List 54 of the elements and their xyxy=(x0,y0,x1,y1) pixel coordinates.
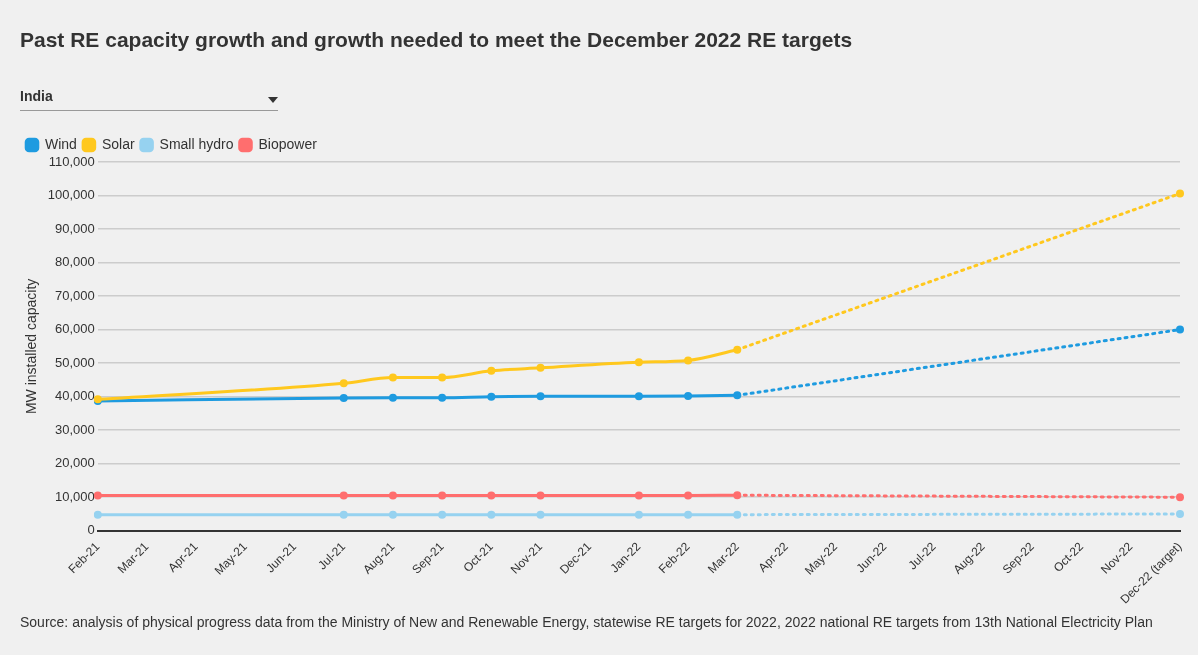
point xyxy=(438,373,447,382)
point xyxy=(634,510,643,519)
point xyxy=(684,491,693,500)
point xyxy=(487,491,496,500)
point xyxy=(1176,189,1184,198)
y-tick-label: 0 xyxy=(87,522,95,538)
point xyxy=(1176,510,1184,518)
legend-label: Small hydro xyxy=(159,135,234,152)
y-tick-label: 100,000 xyxy=(47,187,95,203)
point xyxy=(93,491,102,500)
y-axis-title: MW installed capacity xyxy=(23,278,40,415)
y-tick-label: 50,000 xyxy=(55,354,95,370)
point xyxy=(487,366,496,375)
point xyxy=(684,510,693,519)
point xyxy=(634,392,643,401)
y-tick-label: 90,000 xyxy=(55,220,95,236)
y-tick-label: 60,000 xyxy=(55,321,95,337)
point xyxy=(536,491,545,500)
source-note: Source: analysis of physical progress data from the Ministry of New and Renewable Energy, statewise RE targets for 2022, 2022 national RE targets from 13th National Electricity Plan xyxy=(20,613,1154,632)
chart-title: Past RE capacity growth and growth needed to meet the December 2022 RE targets xyxy=(20,28,853,52)
point xyxy=(339,491,348,500)
point xyxy=(684,391,693,400)
point xyxy=(388,510,397,519)
point xyxy=(634,358,643,367)
legend-label: Wind xyxy=(45,135,77,152)
point xyxy=(487,392,496,401)
legend-label: Biopower xyxy=(258,135,318,152)
point xyxy=(388,373,397,382)
y-tick-label: 40,000 xyxy=(55,388,95,404)
point xyxy=(1176,493,1184,502)
y-tick-label: 30,000 xyxy=(55,421,95,437)
point xyxy=(438,510,447,519)
y-tick-label: 10,000 xyxy=(55,488,95,504)
point xyxy=(487,510,496,519)
point xyxy=(339,379,348,388)
point xyxy=(536,392,545,401)
legend-label: Solar xyxy=(101,135,135,152)
y-tick-label: 110,000 xyxy=(48,153,95,169)
y-tick-label: 70,000 xyxy=(55,287,95,303)
chart-subtitle: India xyxy=(20,88,278,111)
point xyxy=(536,363,545,372)
point xyxy=(339,394,348,403)
point xyxy=(93,510,102,519)
y-tick-label: 20,000 xyxy=(55,455,95,471)
point xyxy=(438,491,447,500)
point xyxy=(1176,325,1184,334)
point xyxy=(339,510,348,519)
point xyxy=(684,356,693,365)
point xyxy=(634,491,643,500)
y-tick-label: 80,000 xyxy=(55,254,95,270)
point xyxy=(438,393,447,402)
point xyxy=(536,510,545,519)
point xyxy=(388,393,397,402)
point xyxy=(388,491,397,500)
